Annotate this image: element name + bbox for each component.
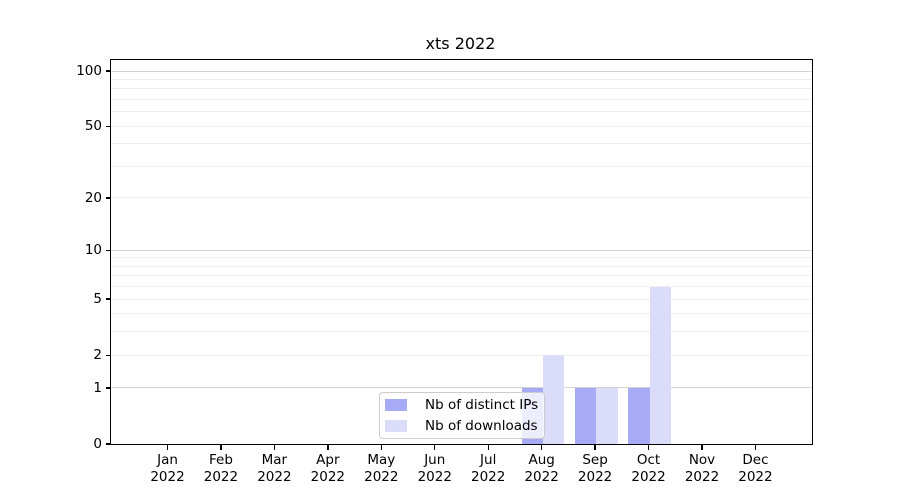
x-axis-tick	[701, 445, 703, 450]
gridline-minor	[111, 143, 812, 145]
x-axis-tick	[380, 445, 382, 450]
y-axis-tick-label: 0	[93, 436, 102, 452]
x-axis-tick	[754, 445, 757, 450]
x-axis-tick-label: Feb 2022	[203, 452, 239, 485]
x-axis-tick	[220, 445, 222, 450]
x-axis-tick-label: May 2022	[364, 452, 399, 485]
gridline-minor	[111, 111, 812, 113]
bar-nb-of-distinct-ips	[575, 387, 597, 444]
x-axis-tick-label: Jan 2022	[150, 452, 185, 485]
x-axis-tick-label: Mar 2022	[257, 452, 292, 485]
y-axis-tick	[106, 125, 111, 127]
y-axis-tick-label: 1	[93, 379, 102, 396]
x-axis-tick-label: Apr 2022	[310, 452, 346, 485]
gridline-minor	[111, 165, 812, 167]
plot-area: 0 1 2 5 10 20 50 100 Jan 2022 Feb 2022 Mar 2022 Apr…	[76, 59, 813, 485]
x-axis-tick-label: Oct 2022	[631, 452, 666, 485]
gridline-minor	[111, 125, 812, 127]
x-axis-tick-label: Jul 2022	[471, 452, 506, 485]
y-axis-tick-label: 20	[84, 189, 102, 206]
gridline-major	[111, 249, 812, 251]
bar-nb-of-downloads	[596, 387, 618, 444]
legend-swatch-nb-of-downloads	[385, 419, 407, 432]
chart-title: xts 2022	[425, 34, 496, 53]
x-axis-tick-label: Nov 2022	[684, 452, 720, 485]
x-axis-tick-label: Dec 2022	[738, 452, 773, 485]
y-axis-tick-label: 2	[93, 347, 102, 364]
x-axis-tick	[594, 445, 596, 450]
x-axis-tick	[487, 445, 489, 450]
y-axis-tick-label: 100	[76, 63, 102, 79]
gridline-minor	[111, 275, 812, 277]
gridline-minor	[111, 313, 812, 315]
gridline-minor	[111, 354, 812, 356]
x-axis-tick	[166, 445, 169, 450]
y-axis-tick	[106, 443, 111, 445]
bar-nb-of-distinct-ips	[628, 387, 650, 444]
legend-entry: Nb of downloads	[385, 416, 539, 436]
bar-nb-of-downloads	[649, 286, 672, 444]
gridline-minor	[111, 98, 812, 100]
gridline-major	[111, 387, 812, 389]
x-axis-tick	[540, 445, 543, 450]
legend-entry: Nb of distinct IPs	[385, 395, 539, 415]
x-axis-tick	[434, 445, 436, 450]
x-axis-tick	[647, 445, 650, 450]
legend-label: Nb of distinct IPs	[425, 397, 539, 414]
y-axis-tick	[106, 249, 111, 251]
gridline-minor	[111, 298, 812, 300]
x-axis-tick-label: Aug 2022	[524, 452, 559, 485]
x-axis-tick-label: Jun 2022	[417, 452, 452, 485]
x-axis-tick	[273, 445, 276, 450]
bar-nb-of-downloads	[542, 355, 565, 444]
gridline-minor	[111, 88, 812, 90]
legend-swatch-nb-of-distinct-ips	[385, 399, 407, 412]
y-axis-tick	[106, 70, 111, 72]
x-axis-tick	[327, 445, 329, 450]
legend-label: Nb of downloads	[425, 417, 538, 434]
y-axis-tick-label: 50	[84, 118, 102, 135]
gridline-minor	[111, 265, 812, 267]
gridline-minor	[111, 286, 812, 288]
gridline-minor	[111, 257, 812, 259]
y-axis-tick	[106, 387, 111, 389]
y-axis-tick	[106, 197, 111, 199]
y-axis-tick-label: 10	[84, 242, 102, 259]
gridline-minor	[111, 78, 812, 80]
gridline-minor	[111, 331, 812, 333]
x-axis-tick-label: Sep 2022	[577, 452, 613, 485]
gridline-major	[111, 70, 812, 72]
gridline-minor	[111, 197, 812, 199]
y-axis-tick	[106, 354, 111, 356]
y-axis-tick	[106, 298, 111, 300]
legend: Nb of distinct IPs Nb of downloads	[379, 392, 545, 439]
y-axis-tick-label: 5	[93, 291, 102, 308]
